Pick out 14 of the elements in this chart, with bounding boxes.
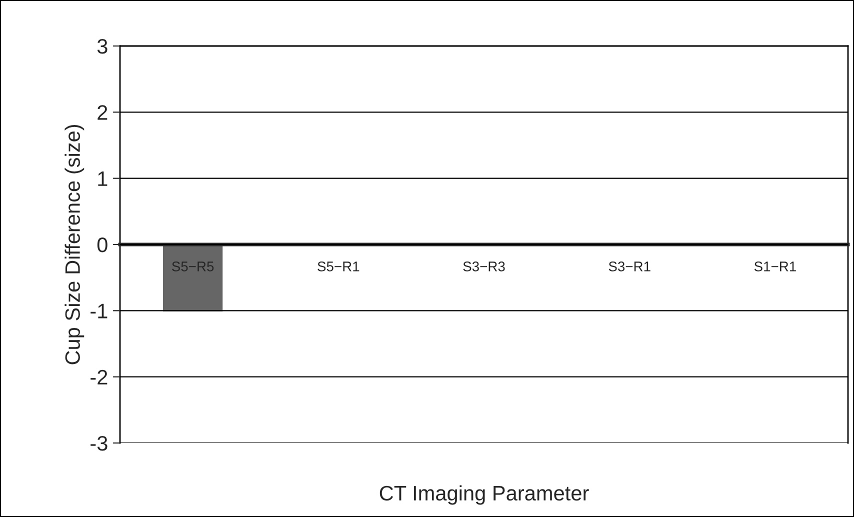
y-tick-label: -3 — [90, 436, 108, 451]
x-tick-label: S5−R5 — [172, 262, 214, 272]
y-tick-label: 3 — [97, 39, 108, 54]
x-tick-label: S5−R1 — [318, 262, 360, 272]
y-tick-label: 2 — [98, 105, 108, 120]
y-tick-label: 1 — [98, 172, 108, 186]
y-axis-title: Cup Size Difference (size) — [64, 124, 84, 364]
x-tick-label: S3−R3 — [463, 262, 505, 272]
y-tick-label: 0 — [97, 238, 108, 252]
x-axis-title: CT Imaging Parameter — [380, 485, 589, 505]
x-tick-label: S3−R1 — [608, 262, 650, 272]
y-tick-label: -1 — [90, 304, 108, 318]
x-tick-label: S1−R1 — [754, 262, 796, 272]
y-tick-label: -2 — [90, 370, 108, 384]
